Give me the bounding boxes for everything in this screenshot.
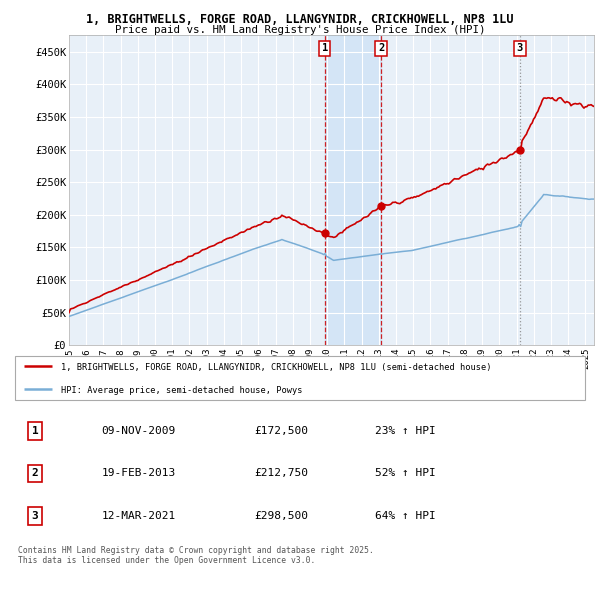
Text: 1: 1 bbox=[32, 426, 38, 436]
Text: 1, BRIGHTWELLS, FORGE ROAD, LLANGYNIDR, CRICKHOWELL, NP8 1LU (semi-detached hous: 1, BRIGHTWELLS, FORGE ROAD, LLANGYNIDR, … bbox=[61, 363, 491, 372]
Text: 2: 2 bbox=[378, 44, 384, 54]
Text: 2: 2 bbox=[32, 468, 38, 478]
Text: 1: 1 bbox=[322, 44, 328, 54]
Text: HPI: Average price, semi-detached house, Powys: HPI: Average price, semi-detached house,… bbox=[61, 386, 302, 395]
Text: 23% ↑ HPI: 23% ↑ HPI bbox=[375, 426, 436, 436]
Text: 09-NOV-2009: 09-NOV-2009 bbox=[101, 426, 176, 436]
Text: 1, BRIGHTWELLS, FORGE ROAD, LLANGYNIDR, CRICKHOWELL, NP8 1LU: 1, BRIGHTWELLS, FORGE ROAD, LLANGYNIDR, … bbox=[86, 13, 514, 26]
Bar bbox=[325, 35, 381, 345]
FancyBboxPatch shape bbox=[15, 356, 585, 401]
Text: Contains HM Land Registry data © Crown copyright and database right 2025.
This d: Contains HM Land Registry data © Crown c… bbox=[18, 546, 374, 565]
Text: £212,750: £212,750 bbox=[254, 468, 308, 478]
Text: £298,500: £298,500 bbox=[254, 511, 308, 521]
Text: 3: 3 bbox=[32, 511, 38, 521]
Text: 3: 3 bbox=[517, 44, 523, 54]
Text: 12-MAR-2021: 12-MAR-2021 bbox=[101, 511, 176, 521]
Text: 19-FEB-2013: 19-FEB-2013 bbox=[101, 468, 176, 478]
Text: £172,500: £172,500 bbox=[254, 426, 308, 436]
Text: 52% ↑ HPI: 52% ↑ HPI bbox=[375, 468, 436, 478]
Text: Price paid vs. HM Land Registry's House Price Index (HPI): Price paid vs. HM Land Registry's House … bbox=[115, 25, 485, 35]
Text: 64% ↑ HPI: 64% ↑ HPI bbox=[375, 511, 436, 521]
